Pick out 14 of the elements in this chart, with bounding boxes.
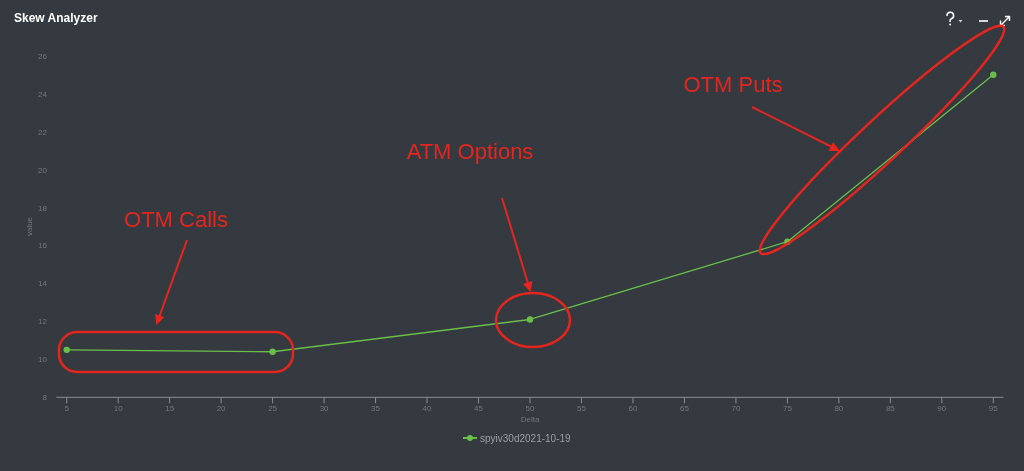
y-tick-label: 22 — [38, 127, 48, 137]
x-tick-label: 40 — [422, 404, 433, 414]
y-tick-label: 12 — [38, 317, 48, 327]
annotation: OTM Puts — [683, 72, 783, 97]
point — [269, 348, 276, 355]
point — [990, 71, 997, 78]
legend-label: spyiv30d2021-10-19 — [480, 433, 572, 444]
point — [526, 316, 534, 323]
chart-title: Skew Analyzer — [14, 11, 98, 25]
y-tick-label: 24 — [38, 89, 48, 99]
y-tick-label: 14 — [38, 279, 48, 289]
annotation: ATM Options — [406, 139, 534, 164]
point — [63, 346, 70, 354]
annotation: OTM Calls — [124, 207, 228, 232]
